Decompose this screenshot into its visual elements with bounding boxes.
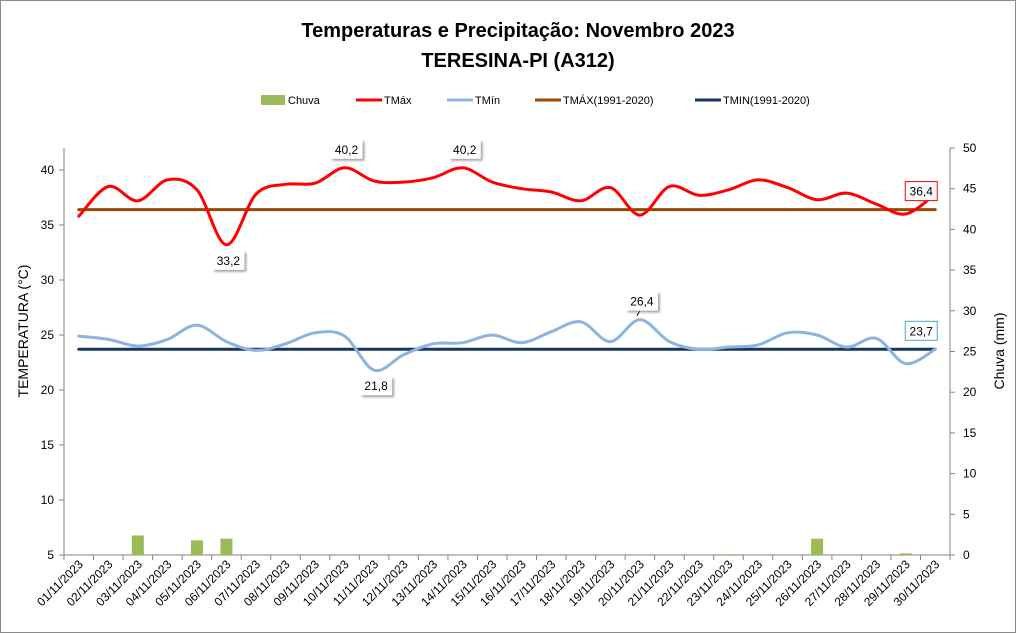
y-tick-label: 30 <box>41 273 55 287</box>
y2-tick-label: 35 <box>963 263 977 277</box>
legend-label: Chuva <box>288 95 321 107</box>
tmin-line <box>77 318 937 373</box>
y-tick-label: 35 <box>41 218 55 232</box>
y2-tick-label: 45 <box>963 182 977 196</box>
series-lines <box>77 166 937 373</box>
annotation-box <box>904 181 938 202</box>
tmax-line <box>77 166 937 247</box>
annotation-label: 33,2 <box>217 254 241 268</box>
y-tick-label: 20 <box>41 383 55 397</box>
legend-label: TMIN(1991-2020) <box>723 95 810 107</box>
y-tick-label: 10 <box>41 493 55 507</box>
y-axis-ticks: 5 10 15 20 25 30 35 40 <box>41 163 64 562</box>
y2-tick-label: 30 <box>963 304 977 318</box>
legend: Chuva TMáx TMín TMÁX(1991-2020) TMIN(1991-20… <box>261 94 810 107</box>
annotation-box <box>330 139 363 159</box>
y2-tick-label: 10 <box>963 467 977 481</box>
rain-bar <box>899 553 912 555</box>
rain-bar <box>722 554 735 555</box>
data-annotations: 33,2 40,2 40,2 36,4 21,8 26,4 23,7 <box>212 139 938 396</box>
rain-bar <box>131 535 144 555</box>
y2-axis-ticks: 0 5 10 15 20 25 30 35 40 45 50 <box>950 141 977 562</box>
annotation-box <box>448 139 481 159</box>
y2-tick-label: 40 <box>963 222 977 236</box>
y2-tick-label: 0 <box>963 548 970 562</box>
rain-bar <box>220 538 233 555</box>
y2-axis-label: Chuva (mm) <box>991 312 1007 389</box>
y-tick-label: 15 <box>41 438 55 452</box>
y2-tick-label: 50 <box>963 141 977 155</box>
annotation-label: 21,8 <box>364 379 388 393</box>
rain-bar <box>190 540 203 555</box>
annotation-label: 40,2 <box>335 143 359 157</box>
y-tick-label: 40 <box>41 163 55 177</box>
chart-subtitle: TERESINA-PI (A312) <box>421 50 614 72</box>
y-axis-label: TEMPERATURA (°C) <box>15 265 31 398</box>
annotation-box <box>360 376 393 396</box>
x-axis-ticks: 01/11/202302/11/202303/11/202304/11/2023… <box>34 555 951 609</box>
chart-title: Temperaturas e Precipitação: Novembro 20… <box>301 20 734 42</box>
legend-label: TMín <box>475 95 500 107</box>
annotation-box <box>212 250 245 270</box>
y-tick-label: 5 <box>47 548 54 562</box>
annotation-label: 36,4 <box>910 185 934 199</box>
axes: 5 10 15 20 25 30 35 40 0 5 10 15 20 25 30 35 40 45 50 01/… <box>34 141 977 609</box>
y2-tick-label: 25 <box>963 345 977 359</box>
y2-tick-label: 20 <box>963 385 977 399</box>
rain-bars <box>131 535 912 555</box>
annotation-box <box>625 291 658 311</box>
annotation-leader <box>636 310 641 316</box>
annotation-label: 23,7 <box>910 324 934 338</box>
legend-label: TMÁX(1991-2020) <box>563 94 654 107</box>
y2-tick-label: 5 <box>963 507 970 521</box>
legend-swatch-chuva <box>261 95 285 105</box>
annotation-box <box>904 320 938 341</box>
annotation-label: 40,2 <box>453 143 477 157</box>
y2-tick-label: 15 <box>963 426 977 440</box>
y-tick-label: 25 <box>41 328 55 342</box>
rain-bar <box>811 538 824 555</box>
legend-label: TMáx <box>384 95 412 107</box>
annotation-label: 26,4 <box>630 295 654 309</box>
